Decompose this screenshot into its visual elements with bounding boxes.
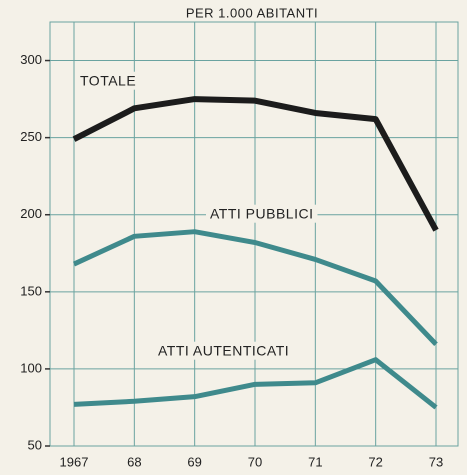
x-tick-label: 1967 [60,454,89,469]
x-tick-label: 70 [248,454,262,469]
label-background [76,71,141,90]
x-tick-label: 69 [187,454,201,469]
y-tick-label: 250 [20,129,42,144]
series-label: ATTI PUBBLICI [210,206,313,222]
series-label: TOTALE [80,73,136,89]
x-tick-label: 72 [368,454,382,469]
series-label: ATTI AUTENTICATI [158,343,289,359]
y-tick-label: 200 [20,206,42,221]
line [72,96,439,232]
chart-title: PER 1.000 ABITANTI [186,5,318,20]
y-tick-label: 100 [20,360,42,375]
label-background [154,341,294,360]
x-tick-label: 73 [429,454,443,469]
y-tick-label: 50 [28,437,42,452]
line [72,229,438,346]
label-background [206,204,318,223]
y-tick-label: 300 [20,52,42,67]
y-tick-label: 150 [20,283,42,298]
x-tick-label: 68 [127,454,141,469]
line [73,357,438,410]
x-tick-label: 71 [308,454,322,469]
